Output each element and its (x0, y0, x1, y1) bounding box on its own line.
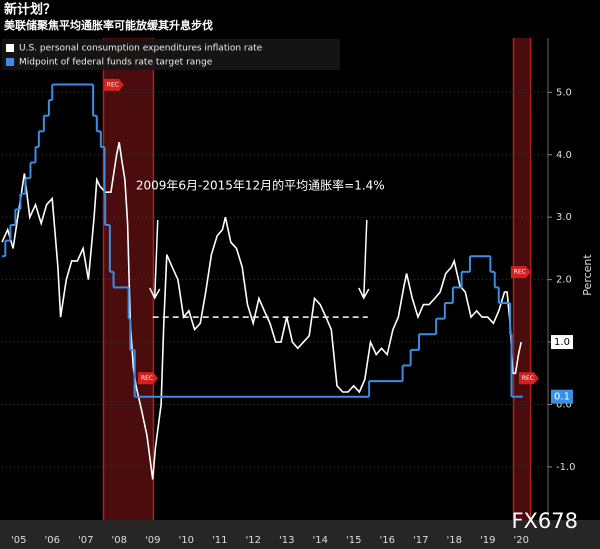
legend-swatch (6, 44, 14, 52)
x-axis-band (0, 520, 600, 549)
x-tick-label: '15 (346, 535, 361, 546)
last-value-box (551, 335, 573, 350)
x-tick-label: '08 (111, 535, 126, 546)
recession-band (513, 38, 531, 520)
x-tick-label: '09 (145, 535, 160, 546)
x-tick-label: '19 (480, 535, 495, 546)
event-tag (518, 372, 539, 385)
last-value-label: 1.0 (554, 337, 570, 348)
y-axis-title: Percent (581, 254, 594, 296)
x-tick-label: '20 (513, 535, 528, 546)
event-label: REC (514, 269, 526, 276)
series-line (1, 142, 522, 480)
annotation-arrow (149, 219, 161, 300)
y-tick-label: 5.0 (556, 87, 572, 98)
event-tag (510, 266, 531, 279)
x-tick-label: '10 (178, 535, 193, 546)
y-tick-label: 3.0 (556, 212, 572, 223)
watermark: FX678 (511, 509, 578, 533)
legend-box (2, 39, 340, 70)
y-tick-label: 4.0 (556, 150, 572, 161)
x-tick-label: '05 (11, 535, 26, 546)
x-tick-label: '12 (245, 535, 260, 546)
y-tick-label: -1.0 (556, 462, 576, 473)
event-tag (138, 372, 159, 385)
event-label: REC (141, 375, 153, 382)
x-tick-label: '11 (212, 535, 227, 546)
event-label: REC (107, 81, 119, 88)
event-tag (103, 78, 124, 91)
last-value-label: 0.1 (554, 392, 570, 403)
x-tick-label: '06 (45, 535, 60, 546)
last-value-box (551, 389, 573, 404)
chart-title: 新计划？ (4, 2, 56, 18)
legend-swatch (6, 58, 14, 66)
annotation-arrow (358, 219, 370, 300)
plot-area: 2009年6月-2015年12月的平均通胀率=1.4% REC REC REC REC (1, 38, 548, 520)
x-tick-label: '18 (446, 535, 461, 546)
x-tick-label: '07 (78, 535, 93, 546)
x-tick-label: '13 (279, 535, 294, 546)
chart-subtitle: 美联储聚焦平均通胀率可能放缓其升息步伐 (4, 18, 213, 32)
annotation-text: 2009年6月-2015年12月的平均通胀率=1.4% (136, 178, 385, 193)
legend-label: Midpoint of federal funds rate target ra… (19, 58, 213, 68)
y-tick-label: 2.0 (556, 275, 572, 286)
x-tick-label: '17 (413, 535, 428, 546)
event-label: REC (522, 375, 534, 382)
legend-label: U.S. personal consumption expenditures i… (19, 44, 263, 54)
x-tick-label: '14 (312, 535, 327, 546)
y-tick-label: 0.0 (556, 399, 572, 410)
x-tick-label: '16 (379, 535, 394, 546)
